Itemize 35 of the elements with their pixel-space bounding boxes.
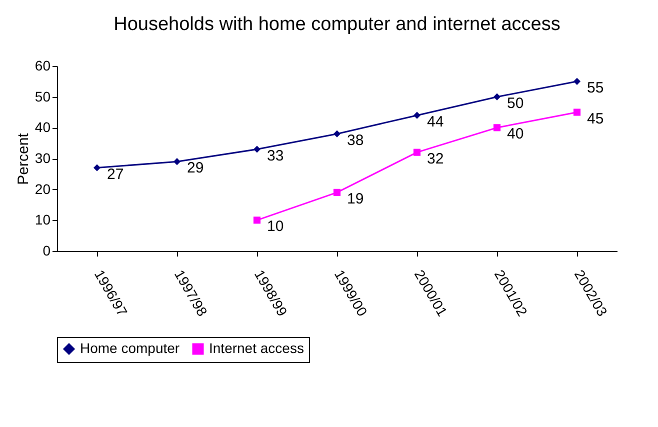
y-tick-label: 0 (42, 242, 51, 258)
y-tick-label: 40 (34, 119, 51, 136)
y-tick-label: 30 (34, 150, 51, 166)
y-tick-label: 60 (34, 58, 51, 74)
data-label: 29 (187, 160, 204, 177)
y-tick-label: 20 (34, 180, 51, 197)
point (573, 78, 581, 85)
point (493, 124, 501, 132)
data-label: 32 (427, 150, 444, 168)
data-label: 27 (107, 166, 124, 183)
point (413, 148, 421, 156)
data-label: 38 (347, 132, 364, 149)
point (573, 108, 581, 116)
data-label: 19 (347, 190, 364, 208)
data-label: 50 (507, 94, 524, 112)
point (253, 146, 261, 153)
y-axis-title: Percent (14, 132, 32, 185)
point (493, 93, 501, 100)
legend-label: Home computer (80, 340, 180, 356)
y-tick-label: 50 (34, 88, 51, 104)
point (93, 164, 101, 172)
point (333, 188, 341, 196)
data-label: 33 (267, 147, 284, 164)
point (253, 216, 261, 224)
data-label: 10 (267, 218, 284, 236)
point (413, 112, 421, 119)
data-label: 55 (587, 79, 604, 96)
y-tick-label: 10 (34, 212, 51, 228)
chart-title: Households with home computer and internet access (114, 14, 560, 35)
data-label: 40 (507, 126, 524, 143)
legend-label: Internet access (209, 340, 304, 356)
point (173, 158, 181, 166)
data-label: 45 (587, 110, 604, 128)
data-label: 44 (427, 113, 444, 130)
point (333, 130, 341, 138)
